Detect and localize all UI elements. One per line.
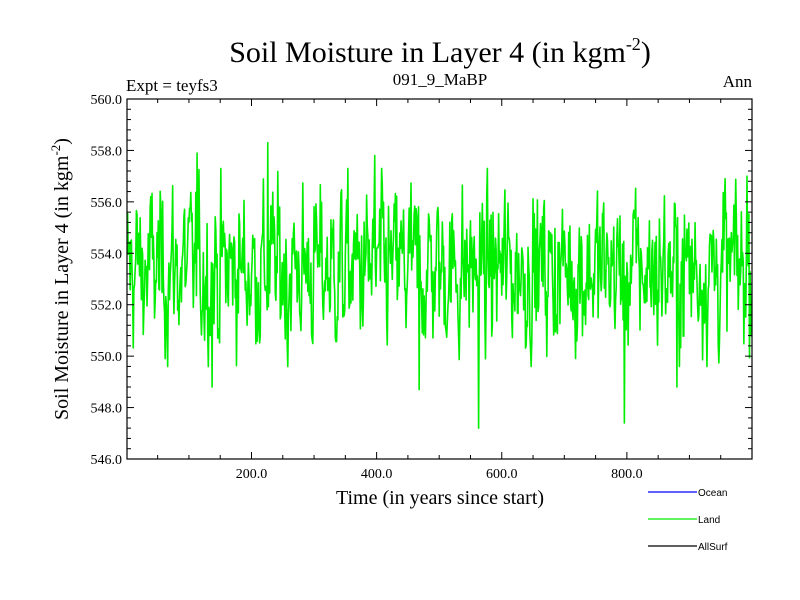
plot-area: 546.0 548.0 550.0 552.0 554.0 556.0 558.0 560.0…	[91, 93, 753, 482]
legend-label-land: Land	[698, 515, 720, 526]
y-axis-label-superscript: -2	[48, 145, 63, 156]
x-tick-label: 400.0	[361, 467, 393, 482]
season-label: Ann	[723, 72, 753, 91]
chart-title-main: Soil Moisture in Layer 4 (in kgm	[229, 36, 626, 69]
legend-label-allsurf: AllSurf	[698, 542, 728, 553]
chart-title: Soil Moisture in Layer 4 (in kgm-2)	[229, 34, 651, 69]
series-line-land	[127, 141, 752, 429]
x-tick-label: 200.0	[236, 467, 268, 482]
y-tick-label: 546.0	[91, 453, 123, 468]
y-tick-label: 560.0	[91, 93, 123, 108]
y-axis-label-close: )	[51, 138, 73, 145]
x-tick-label: 800.0	[611, 467, 643, 482]
y-tick-label: 556.0	[91, 196, 123, 211]
y-tick-label: 550.0	[91, 350, 123, 365]
y-tick-label: 554.0	[91, 247, 123, 262]
chart-title-close: )	[641, 36, 651, 69]
y-tick-label: 552.0	[91, 299, 123, 314]
y-tick-label: 558.0	[91, 144, 123, 159]
x-tick-label: 600.0	[486, 467, 518, 482]
x-axis-label: Time (in years since start)	[336, 487, 544, 509]
period-label: 091_9_MaBP	[393, 70, 487, 89]
experiment-label: Expt = teyfs3	[126, 76, 218, 95]
chart-title-superscript: -2	[626, 34, 641, 54]
y-axis-label: Soil Moisture in Layer 4 (in kgm-2)	[48, 138, 73, 420]
legend-label-ocean: Ocean	[698, 488, 727, 499]
y-tick-label: 548.0	[91, 402, 123, 417]
legend: Ocean Land AllSurf	[648, 488, 728, 553]
y-axis-label-main: Soil Moisture in Layer 4 (in kgm	[51, 155, 73, 420]
